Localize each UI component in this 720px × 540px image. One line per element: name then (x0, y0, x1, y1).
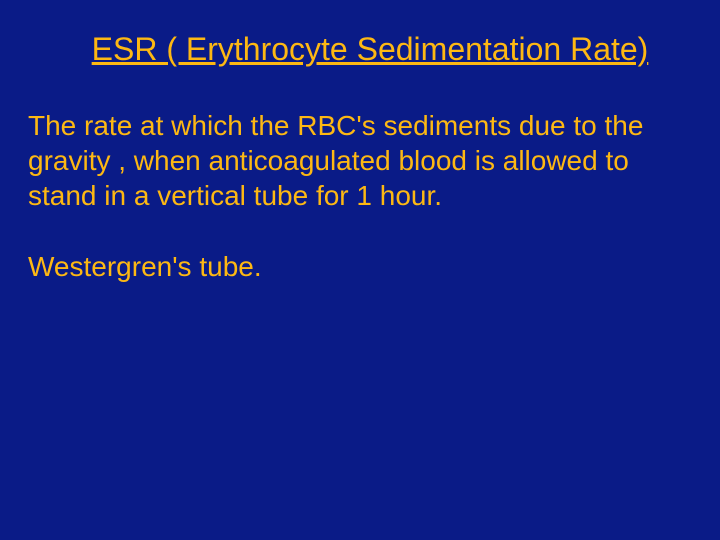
slide-paragraph-2: Westergren's tube. (20, 249, 700, 284)
slide-title: ESR ( Erythrocyte Sedimentation Rate) (20, 30, 700, 68)
slide-paragraph-1: The rate at which the RBC's sediments du… (20, 108, 700, 213)
slide: ESR ( Erythrocyte Sedimentation Rate) Th… (0, 0, 720, 540)
